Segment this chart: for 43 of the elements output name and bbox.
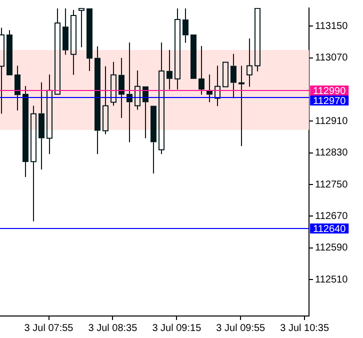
ref-line-label: 112640 xyxy=(313,224,346,235)
y-tick-label: 112830 xyxy=(315,148,348,159)
y-tick-label: 112670 xyxy=(315,210,348,222)
candlestick xyxy=(86,8,92,72)
candlestick xyxy=(54,8,60,95)
candlestick xyxy=(150,106,156,174)
x-tick-label: 3 Jul 08:35 xyxy=(88,322,138,334)
x-tick-label: 3 Jul 09:55 xyxy=(216,322,266,334)
candlestick xyxy=(158,42,164,155)
ref-line-label: 112970 xyxy=(313,96,346,107)
y-tick-label: 112590 xyxy=(315,242,348,254)
x-tick-label: 3 Jul 10:35 xyxy=(280,322,330,334)
candlestick xyxy=(102,66,108,135)
candlestick xyxy=(46,74,52,155)
candlestick xyxy=(70,9,76,76)
candlestick xyxy=(118,57,124,119)
y-tick-label: 112510 xyxy=(315,274,348,286)
y-tick-label: 113070 xyxy=(315,52,348,64)
candlestick xyxy=(62,8,68,56)
candlestick xyxy=(30,105,36,222)
candlestick xyxy=(22,85,28,178)
candlestick xyxy=(166,49,172,90)
y-tick-label: 113150 xyxy=(315,20,348,32)
x-tick-label: 3 Jul 09:15 xyxy=(152,322,202,334)
y-tick-label: 112750 xyxy=(315,179,348,190)
candlestick xyxy=(174,8,180,90)
ref-line-label: 112990 xyxy=(313,86,346,97)
candlestick xyxy=(230,53,236,99)
candlestick xyxy=(6,30,12,76)
candlestick xyxy=(254,8,260,72)
y-tick-label: 112910 xyxy=(315,116,348,127)
candlestick xyxy=(110,61,116,106)
candlestick xyxy=(198,46,204,96)
candlestick xyxy=(94,46,100,155)
candlestick xyxy=(214,65,220,107)
candlestick xyxy=(134,70,140,110)
candlestick xyxy=(38,82,44,170)
candlestick xyxy=(78,8,84,48)
candlestick xyxy=(182,8,188,44)
candlestick xyxy=(246,38,252,88)
candlestick xyxy=(14,65,20,112)
x-tick-label: 3 Jul 07:55 xyxy=(24,322,74,334)
candlestick xyxy=(238,65,244,147)
